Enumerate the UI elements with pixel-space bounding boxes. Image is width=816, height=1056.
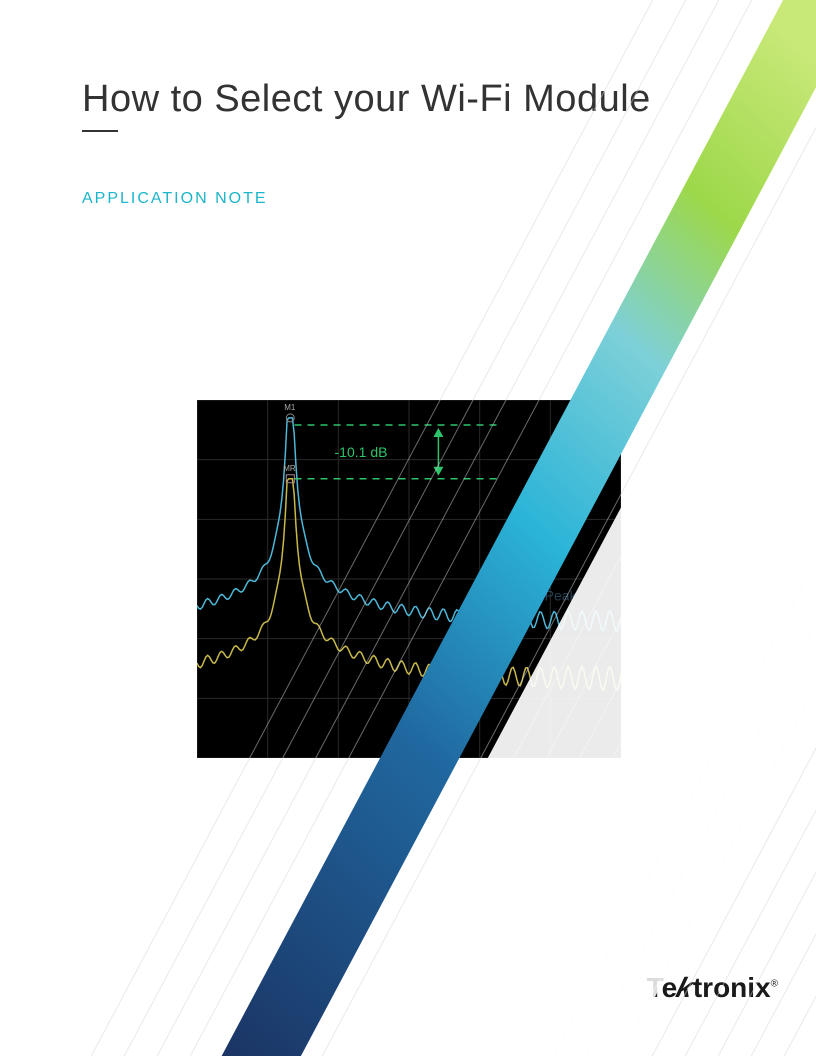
svg-text:M1: M1 (284, 403, 296, 412)
title-underline (82, 130, 118, 132)
page-title: How to Select your Wi-Fi Module (82, 78, 651, 121)
svg-text:-10.1 dB: -10.1 dB (335, 444, 388, 460)
spectrum-chart: -10.1 dB M1 MR Peak (197, 400, 621, 758)
svg-text:Peak: Peak (545, 587, 578, 603)
subtitle-application-note: APPLICATION NOTE (82, 190, 268, 208)
brand-logo: Tektronix® (647, 972, 778, 1004)
svg-text:MR: MR (283, 464, 296, 473)
